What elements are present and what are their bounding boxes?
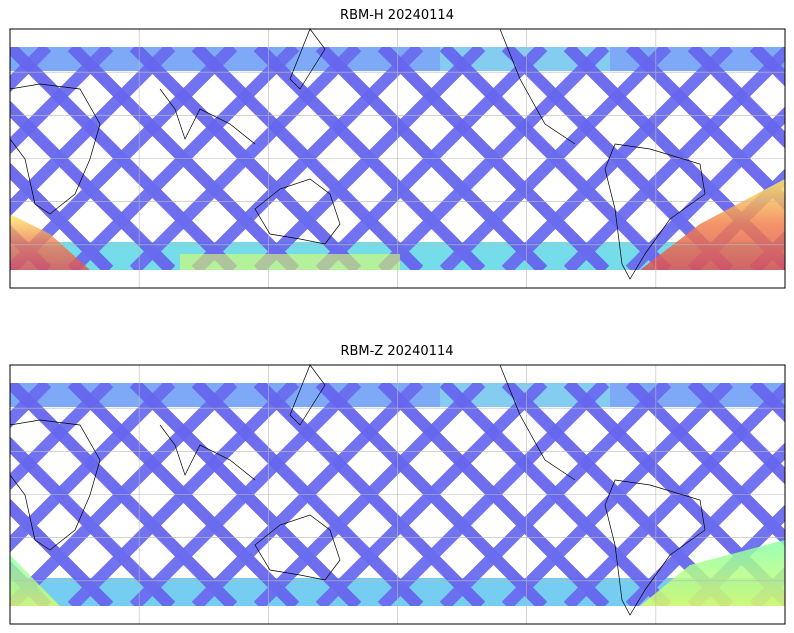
- coastline: [499, 28, 576, 145]
- panel-frame: [9, 28, 786, 289]
- panel-title: RBM-H 20240114: [340, 8, 454, 23]
- swath-track: [10, 383, 114, 491]
- map-panel: RBM-Z 20240114: [9, 344, 786, 625]
- coastline: [254, 178, 341, 245]
- hot-region: [10, 214, 90, 270]
- coastline: [254, 514, 341, 581]
- coastline: [289, 364, 326, 426]
- swath-track: [687, 383, 785, 485]
- panel-title: RBM-Z 20240114: [340, 344, 453, 359]
- coastline: [604, 479, 706, 616]
- warm-region: [640, 540, 785, 606]
- swath-track: [687, 47, 785, 149]
- coastline: [159, 424, 256, 481]
- swath-track: [10, 47, 114, 155]
- coastline: [9, 419, 101, 551]
- coastline: [159, 88, 256, 145]
- coastline: [9, 83, 101, 215]
- panel-frame: [9, 364, 786, 625]
- coastline: [499, 364, 576, 481]
- coastline: [604, 143, 706, 280]
- warm-region: [180, 254, 400, 270]
- swath-track: [10, 162, 114, 270]
- map-panel: RBM-H 20240114: [9, 8, 786, 289]
- swath-track: [10, 498, 114, 606]
- coastline: [289, 28, 326, 90]
- warm-region: [10, 555, 60, 606]
